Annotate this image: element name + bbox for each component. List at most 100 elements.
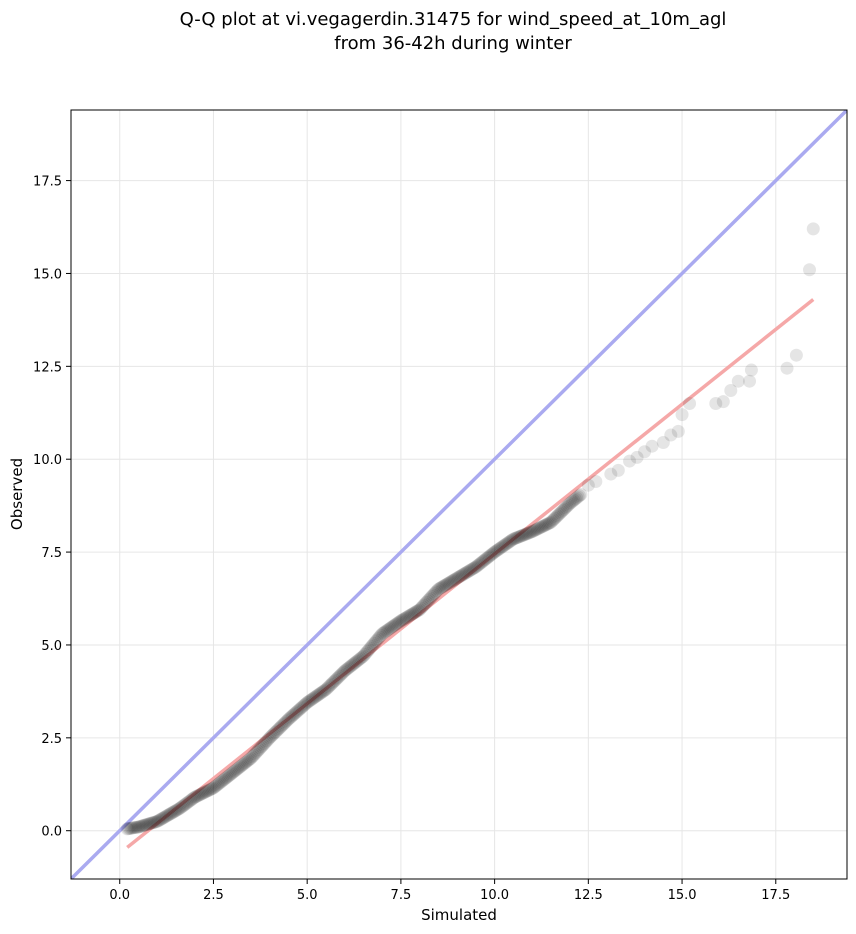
x-tick-label: 5.0 bbox=[297, 888, 318, 903]
quantile-point bbox=[449, 572, 463, 586]
quantile-point bbox=[318, 683, 332, 697]
quantile-point bbox=[241, 753, 255, 767]
quantile-point bbox=[534, 520, 548, 534]
quantile-point bbox=[346, 658, 360, 672]
quantile-point bbox=[506, 532, 520, 546]
quantile-point bbox=[284, 710, 298, 724]
quantile-point bbox=[307, 691, 321, 705]
quantile-point bbox=[135, 819, 149, 833]
quantile-point bbox=[521, 526, 535, 540]
quantile-point bbox=[167, 804, 181, 818]
quantile-point bbox=[267, 727, 281, 741]
quantile-point bbox=[198, 785, 212, 799]
quantile-point bbox=[472, 558, 486, 572]
quantile-point bbox=[431, 582, 445, 596]
quantile-point bbox=[572, 489, 586, 503]
quantile-point bbox=[224, 767, 238, 781]
quantile-point bbox=[343, 660, 357, 674]
quantile-point bbox=[165, 806, 179, 820]
quantile-point bbox=[504, 534, 518, 548]
quantile-point bbox=[399, 611, 413, 625]
quantile-point bbox=[171, 802, 185, 816]
quantile-point bbox=[120, 822, 134, 836]
quantile-point bbox=[243, 752, 257, 766]
quantile-point bbox=[232, 761, 246, 775]
quantile-point bbox=[518, 527, 532, 541]
quantile-point bbox=[376, 626, 390, 640]
quantile-point bbox=[358, 648, 372, 662]
quantile-point bbox=[442, 576, 456, 590]
quantile-point bbox=[453, 569, 467, 583]
quantile-point bbox=[413, 603, 427, 617]
quantile-point bbox=[140, 818, 154, 832]
quantile-point bbox=[434, 581, 448, 595]
quantile-point bbox=[157, 811, 171, 825]
quantile-point bbox=[459, 566, 473, 580]
quantile-point bbox=[288, 706, 302, 720]
quantile-point bbox=[137, 818, 151, 832]
quantile-point bbox=[235, 759, 249, 773]
quantile-point bbox=[461, 565, 475, 579]
quantile-point bbox=[208, 780, 222, 794]
quantile-point bbox=[292, 703, 306, 717]
quantile-point bbox=[162, 808, 176, 822]
quantile-point bbox=[502, 535, 516, 549]
quantile-point bbox=[366, 638, 380, 652]
quantile-point bbox=[451, 570, 465, 584]
quantile-point bbox=[482, 549, 496, 563]
quantile-point bbox=[340, 662, 354, 676]
quantile-point bbox=[324, 677, 338, 691]
quantile-point bbox=[419, 595, 433, 609]
quantile-point bbox=[344, 659, 358, 673]
quantile-point bbox=[205, 782, 219, 796]
quantile-points bbox=[120, 222, 820, 836]
quantile-point bbox=[123, 821, 137, 835]
quantile-point bbox=[359, 646, 373, 660]
y-tick-label: 15.0 bbox=[33, 267, 62, 282]
quantile-point bbox=[411, 603, 425, 617]
quantile-point bbox=[244, 751, 258, 765]
quantile-point bbox=[148, 815, 162, 829]
quantile-point bbox=[161, 808, 175, 822]
quantile-point bbox=[425, 590, 439, 604]
quantile-point bbox=[437, 579, 451, 593]
quantile-point bbox=[387, 618, 401, 632]
quantile-point bbox=[433, 581, 447, 595]
x-tick-label: 2.5 bbox=[203, 888, 224, 903]
quantile-point bbox=[454, 569, 468, 583]
quantile-point bbox=[342, 661, 356, 675]
quantile-point bbox=[422, 592, 436, 606]
quantile-point bbox=[604, 467, 618, 481]
quantile-point bbox=[423, 591, 437, 605]
quantile-point bbox=[131, 820, 145, 834]
quantile-point bbox=[259, 735, 273, 749]
quantile-point bbox=[219, 771, 233, 785]
y-tick-label: 17.5 bbox=[33, 175, 62, 190]
quantile-point bbox=[544, 515, 558, 529]
quantile-point bbox=[236, 758, 250, 772]
quantile-point bbox=[524, 525, 538, 539]
quantile-point bbox=[189, 790, 203, 804]
quantile-point bbox=[490, 543, 504, 557]
quantile-point bbox=[489, 544, 503, 558]
quantile-point bbox=[312, 687, 326, 701]
quantile-point bbox=[177, 798, 191, 812]
quantile-point bbox=[417, 598, 431, 612]
quantile-point bbox=[360, 644, 374, 658]
quantile-point bbox=[249, 745, 263, 759]
quantile-point bbox=[225, 766, 239, 780]
quantile-point bbox=[193, 788, 207, 802]
quantile-point bbox=[260, 734, 274, 748]
quantile-point bbox=[441, 577, 455, 591]
quantile-point bbox=[323, 679, 337, 693]
quantile-point bbox=[182, 794, 196, 808]
quantile-point bbox=[553, 506, 567, 520]
quantile-point bbox=[744, 363, 758, 377]
quantile-point bbox=[370, 633, 384, 647]
quantile-point bbox=[410, 604, 424, 618]
quantile-point bbox=[497, 539, 511, 553]
quantile-point bbox=[473, 557, 487, 571]
quantile-point bbox=[540, 517, 554, 531]
quantile-point bbox=[430, 584, 444, 598]
